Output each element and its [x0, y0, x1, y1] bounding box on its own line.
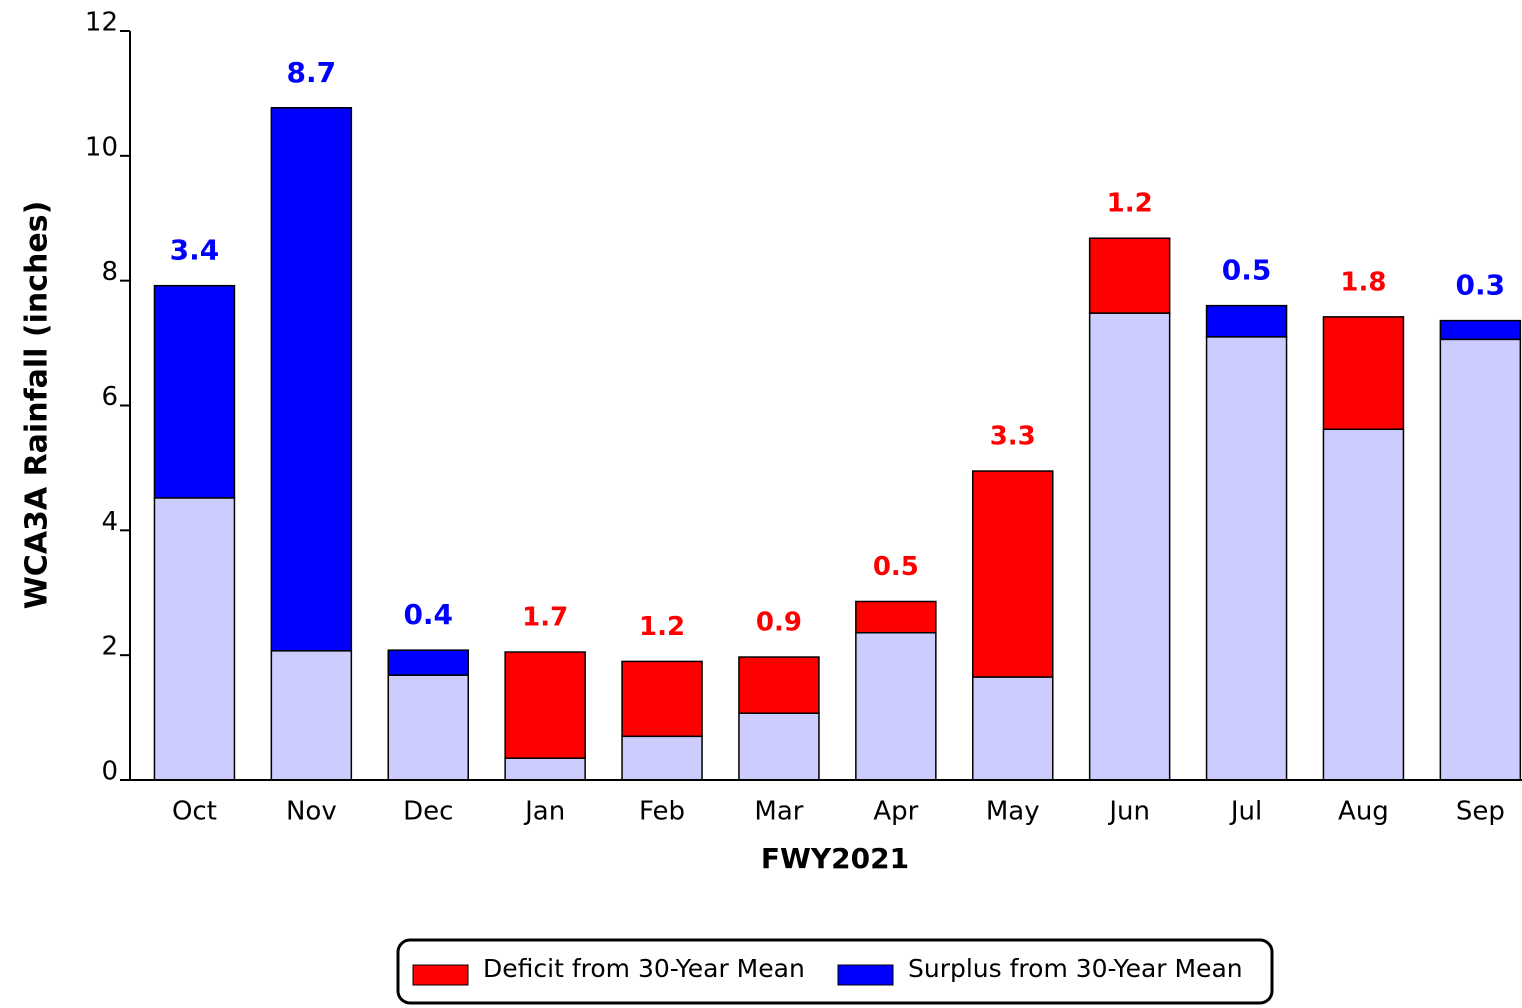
data-label: 3.4 — [170, 234, 220, 267]
legend-label: Surplus from 30-Year Mean — [908, 954, 1243, 983]
bar-segment — [1322, 316, 1405, 430]
bar-segment — [1439, 319, 1522, 341]
data-label: 8.7 — [287, 56, 337, 89]
data-label: 1.2 — [639, 612, 685, 642]
data-label: 0.5 — [1222, 254, 1272, 287]
bar-segment — [153, 497, 236, 781]
data-label: 1.2 — [1107, 189, 1153, 219]
bar-segment — [270, 650, 353, 781]
bar-segment — [972, 676, 1054, 781]
y-tick-label: 0 — [101, 757, 118, 787]
y-tick-label: 6 — [101, 382, 118, 412]
data-label: 1.8 — [1340, 267, 1386, 297]
bar-segment — [387, 649, 469, 676]
bar-segment — [855, 631, 937, 781]
bar-segment — [504, 757, 586, 781]
bar-segment — [1322, 428, 1405, 781]
x-tick-label: Aug — [1338, 797, 1389, 827]
legend-swatch — [412, 964, 469, 986]
data-label: 1.7 — [522, 603, 568, 633]
bar-segment — [1205, 304, 1288, 338]
y-tick-label: 4 — [101, 507, 118, 537]
x-tick-label: Sep — [1456, 797, 1505, 827]
bar-segment — [270, 107, 353, 652]
bar-segment — [1205, 336, 1288, 781]
bar-segment — [972, 470, 1054, 678]
x-tick-label: May — [986, 797, 1040, 827]
bar-segment — [1088, 237, 1171, 314]
x-tick-label: Jul — [1229, 797, 1262, 827]
bar-segment — [621, 660, 703, 738]
bar-segment — [387, 674, 469, 781]
x-axis-title: FWY2021 — [761, 842, 909, 875]
legend-label: Deficit from 30-Year Mean — [483, 954, 805, 983]
legend-box — [396, 938, 1274, 1005]
y-tick-label: 10 — [85, 132, 118, 162]
bar-segment — [504, 651, 586, 759]
y-tick-label: 2 — [101, 632, 118, 662]
y-axis-title: WCA3A Rainfall (inches) — [20, 201, 55, 610]
legend-swatch — [837, 964, 894, 986]
bar-segment — [738, 656, 820, 714]
x-tick-label: Jun — [1107, 797, 1150, 827]
x-tick-label: Apr — [873, 797, 918, 827]
bar-segment — [621, 735, 703, 781]
x-tick-label: Feb — [639, 797, 685, 827]
data-label: 0.4 — [403, 598, 453, 631]
x-tick-label: Mar — [754, 797, 803, 827]
bar-segment — [855, 600, 937, 634]
y-tick-label: 12 — [85, 8, 118, 38]
x-tick-label: Oct — [172, 797, 217, 827]
x-tick-label: Dec — [403, 797, 453, 827]
bar-segment — [1088, 312, 1171, 781]
data-label: 0.9 — [756, 608, 802, 638]
bar-segment — [153, 284, 236, 499]
x-tick-label: Jan — [523, 797, 565, 827]
y-tick-label: 8 — [101, 257, 118, 287]
bar-segment — [1439, 338, 1522, 781]
data-label: 0.5 — [873, 552, 919, 582]
data-label: 0.3 — [1456, 269, 1506, 302]
data-label: 3.3 — [990, 422, 1036, 452]
bar-segment — [738, 712, 820, 781]
x-tick-label: Nov — [286, 797, 337, 827]
